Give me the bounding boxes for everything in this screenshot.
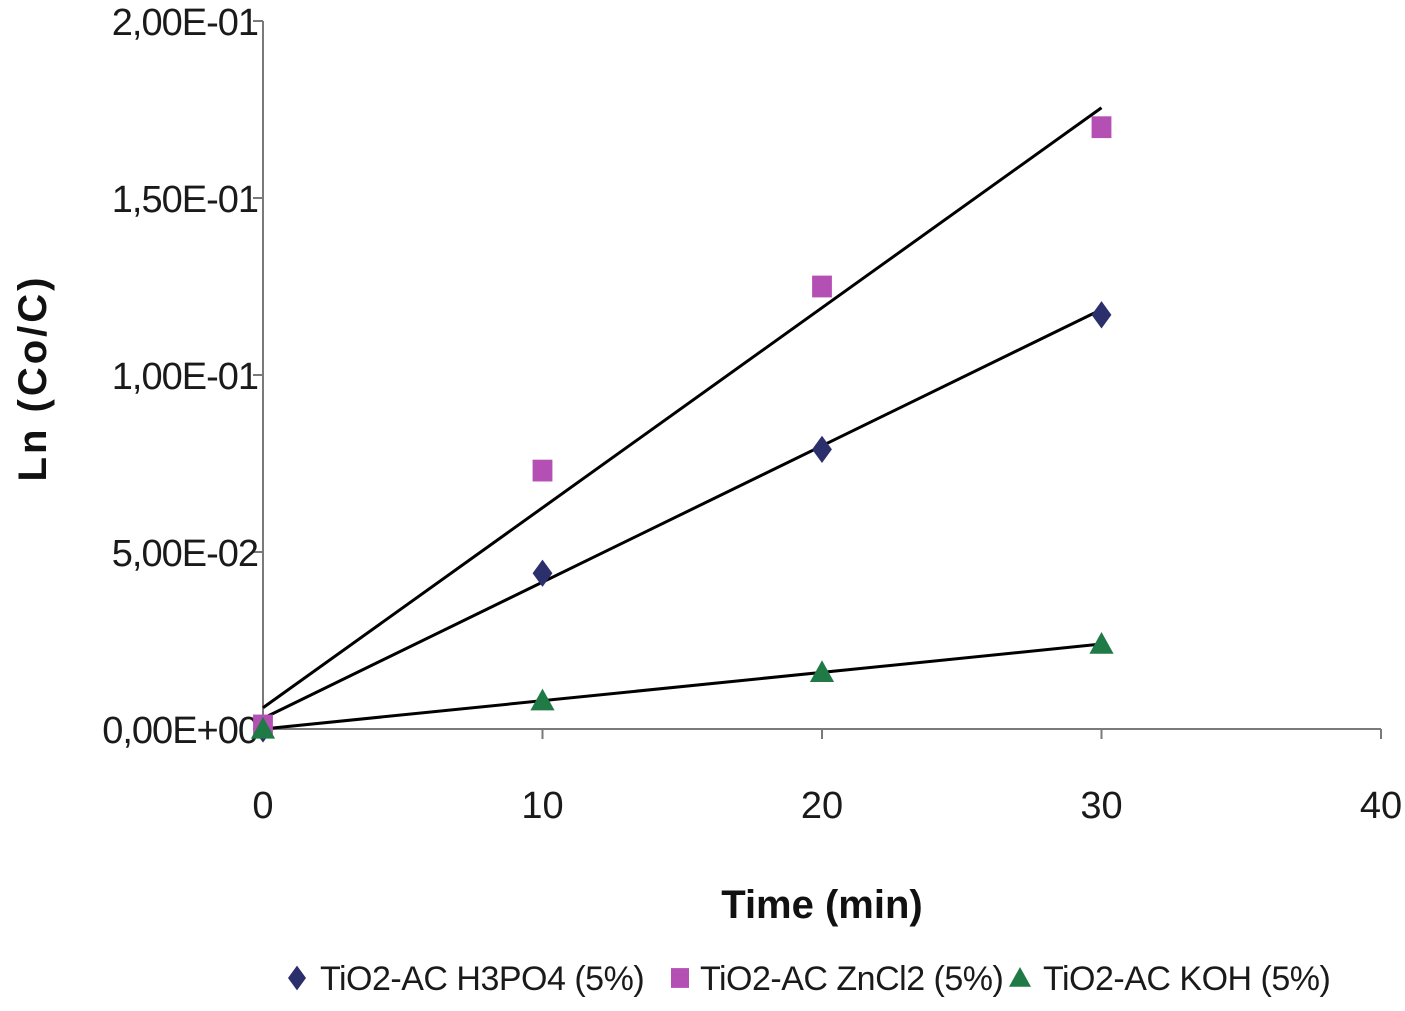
y-axis-title: Ln (Co/C) (11, 275, 55, 482)
legend-marker (671, 968, 689, 988)
legend-label: TiO2-AC H3PO4 (5%) (320, 960, 644, 998)
tick-labels: 0,00E+00 5,00E-02 1,00E-01 1,50E-01 2,00E-01… (102, 2, 1402, 827)
data-point (532, 459, 553, 482)
data-point (812, 275, 832, 298)
y-tick-label: 1,50E-01 (112, 179, 258, 221)
legend: TiO2-AC H3PO4 (5%) TiO2-AC ZnCl2 (5%) TiO2… (288, 960, 1331, 998)
data-point (809, 660, 835, 683)
data-points (250, 116, 1114, 743)
data-point (1091, 301, 1112, 329)
y-tick-label: 2,00E-01 (112, 2, 258, 44)
legend-label: TiO2-AC KOH (5%) (1043, 960, 1330, 998)
data-point (812, 435, 832, 463)
trendline (262, 106, 1103, 709)
legend-label: TiO2-AC ZnCl2 (5%) (700, 960, 1003, 998)
x-tick-label: 0 (252, 785, 273, 827)
y-tick-label: 0,00E+00 (102, 710, 258, 752)
data-point (532, 559, 553, 587)
x-axis-title: Time (min) (721, 883, 923, 927)
x-tick-label: 10 (521, 785, 563, 827)
legend-marker (288, 965, 306, 991)
data-point (1091, 116, 1112, 139)
y-tick-label: 1,00E-01 (112, 356, 258, 398)
y-tick-label: 5,00E-02 (112, 533, 258, 575)
data-point (530, 688, 555, 711)
x-tick-label: 40 (1360, 785, 1402, 827)
trendline (262, 642, 1102, 731)
trendlines (262, 106, 1103, 731)
x-tick-label: 30 (1080, 785, 1122, 827)
data-point (1089, 631, 1114, 654)
trendline (262, 308, 1103, 720)
axes (253, 20, 1382, 739)
legend-marker (1009, 967, 1031, 987)
x-tick-label: 20 (801, 785, 843, 827)
data-point (250, 716, 276, 739)
